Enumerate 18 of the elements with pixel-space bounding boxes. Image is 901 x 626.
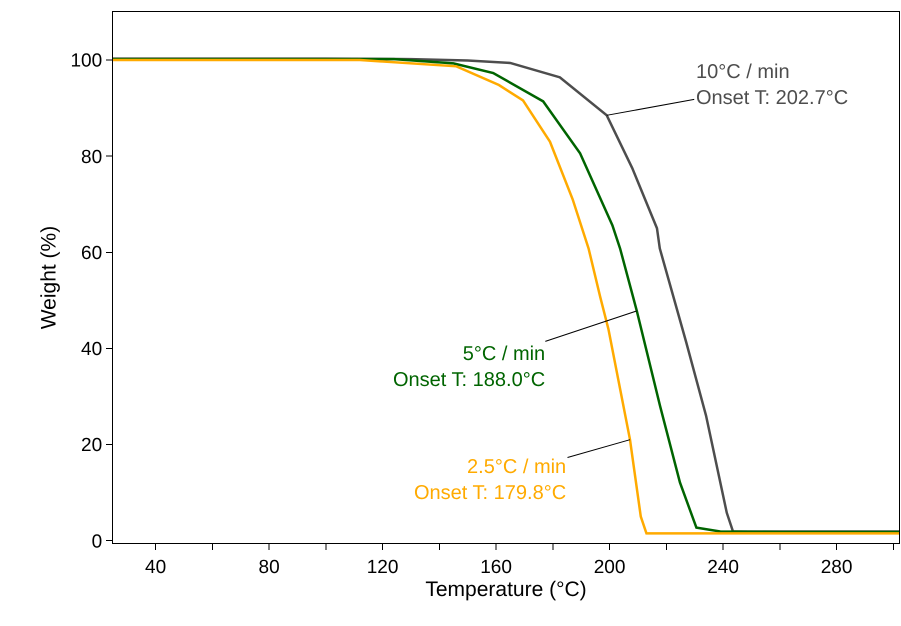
annotation: 5°C / min Onset T: 188.0°C xyxy=(393,343,546,391)
x-tick-label: 160 xyxy=(480,556,512,578)
x-tick-label: 120 xyxy=(366,556,398,578)
y-tick-label: 0 xyxy=(92,531,102,552)
y-tick-label: 40 xyxy=(81,339,102,360)
y-tick-label: 80 xyxy=(81,146,102,168)
x-tick-label: 240 xyxy=(707,556,739,578)
y-tick-label: 60 xyxy=(81,242,102,264)
annotation: 10°C / min Onset T: 202.7°C xyxy=(696,61,848,109)
x-tick-label: 280 xyxy=(820,556,852,578)
x-axis-title: Temperature (°C) xyxy=(425,578,587,601)
y-axis-title: Weight (%) xyxy=(38,226,61,330)
x-tick-label: 80 xyxy=(258,556,280,578)
y-tick-label: 100 xyxy=(70,50,102,72)
x-tick-label: 200 xyxy=(594,556,626,578)
x-tick-label: 40 xyxy=(144,556,166,578)
y-tick-label: 20 xyxy=(81,435,102,456)
annotation: 2.5°C / min Onset T: 179.8°C xyxy=(414,456,566,504)
